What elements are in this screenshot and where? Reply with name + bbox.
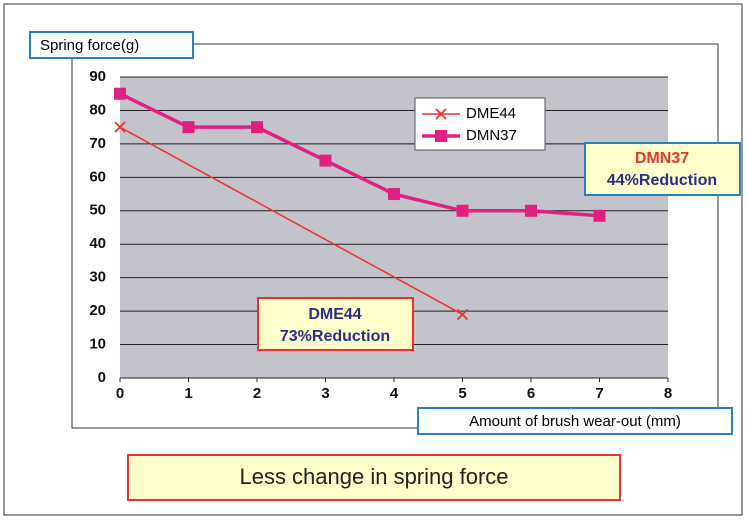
marker xyxy=(435,130,447,142)
x-tick-label: 6 xyxy=(527,385,535,402)
y-axis-label: Spring force(g) xyxy=(40,37,139,54)
marker xyxy=(456,204,469,217)
annotation-box xyxy=(584,142,741,196)
x-tick-label: 3 xyxy=(321,385,329,402)
x-tick-label: 1 xyxy=(184,385,192,402)
marker xyxy=(593,209,606,222)
y-tick-label: 80 xyxy=(89,101,106,118)
annotation-text: DMN37 xyxy=(635,150,689,167)
annotation-text: 44%Reduction xyxy=(607,172,717,189)
caption: Less change in spring force xyxy=(239,464,508,489)
y-tick-label: 20 xyxy=(89,302,106,319)
marker xyxy=(251,121,263,134)
x-tick-label: 2 xyxy=(253,385,261,402)
y-tick-label: 0 xyxy=(98,369,106,386)
legend-label: DME44 xyxy=(466,105,516,122)
marker xyxy=(319,154,332,167)
series-line xyxy=(119,92,600,218)
x-tick-label: 0 xyxy=(116,385,124,402)
y-tick-label: 40 xyxy=(89,235,106,252)
x-tick-label: 8 xyxy=(664,385,672,402)
annotation-text: DME44 xyxy=(308,306,361,323)
y-tick-label: 60 xyxy=(89,168,106,185)
series-line xyxy=(119,126,463,316)
y-label-box xyxy=(29,31,194,59)
marker xyxy=(114,87,126,100)
y-tick-label: 30 xyxy=(89,269,106,286)
annotation-text: 73%Reduction xyxy=(280,328,390,345)
y-tick-label: 50 xyxy=(89,202,106,219)
y-tick-label: 90 xyxy=(89,68,106,85)
marker xyxy=(182,121,195,134)
y-tick-label: 70 xyxy=(89,135,106,152)
marker xyxy=(435,108,447,120)
marker xyxy=(525,204,537,217)
marker xyxy=(114,121,126,133)
marker xyxy=(388,188,400,201)
caption-box xyxy=(127,454,621,501)
x-label-box xyxy=(417,407,733,435)
x-tick-label: 5 xyxy=(458,385,466,402)
y-tick-label: 10 xyxy=(89,336,106,353)
x-axis-label: Amount of brush wear-out (mm) xyxy=(469,413,681,430)
marker xyxy=(456,308,469,321)
annotation-box xyxy=(257,297,414,351)
x-tick-label: 7 xyxy=(595,385,603,402)
legend-label: DMN37 xyxy=(466,127,517,144)
x-tick-label: 4 xyxy=(390,385,399,402)
